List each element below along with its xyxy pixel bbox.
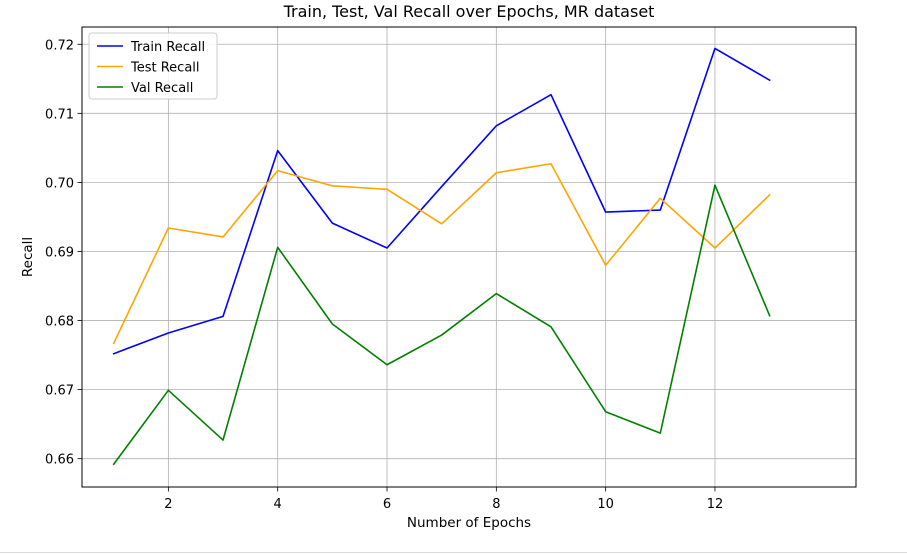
y-tick-label: 0.72 xyxy=(45,38,74,53)
y-tick-label: 0.68 xyxy=(45,315,74,330)
legend: Train Recall Test Recall Val Recall xyxy=(88,32,218,100)
series-line-train-recall xyxy=(112,47,771,355)
x-tick-label: 2 xyxy=(164,497,172,512)
legend-box xyxy=(88,32,218,100)
chart-title: Train, Test, Val Recall over Epochs, MR … xyxy=(283,2,655,21)
x-tick-label: 12 xyxy=(707,497,724,512)
legend-label-val-recall: Val Recall xyxy=(131,81,193,96)
y-tick-label: 0.66 xyxy=(45,453,74,468)
series-line-test-recall xyxy=(112,162,771,345)
y-tick-label: 0.67 xyxy=(45,384,74,399)
x-tick-label: 10 xyxy=(597,497,614,512)
series-layer xyxy=(112,47,771,466)
x-tick-label: 8 xyxy=(492,497,500,512)
series-line-val-recall xyxy=(112,184,771,466)
x-axis: 2 4 6 8 10 12 xyxy=(164,487,723,512)
y-tick-label: 0.71 xyxy=(45,107,74,122)
plot-frame xyxy=(81,26,857,488)
x-tick-label: 6 xyxy=(383,497,391,512)
y-axis-label: Recall xyxy=(20,237,36,277)
y-tick-label: 0.69 xyxy=(45,245,74,260)
x-axis-label: Number of Epochs xyxy=(407,515,531,531)
grid xyxy=(82,27,856,487)
y-tick-label: 0.70 xyxy=(45,176,74,191)
y-axis: 0.66 0.67 0.68 0.69 0.70 0.71 0.72 xyxy=(45,38,82,468)
x-tick-label: 4 xyxy=(274,497,282,512)
legend-label-train-recall: Train Recall xyxy=(130,40,205,55)
legend-label-test-recall: Test Recall xyxy=(130,61,200,76)
